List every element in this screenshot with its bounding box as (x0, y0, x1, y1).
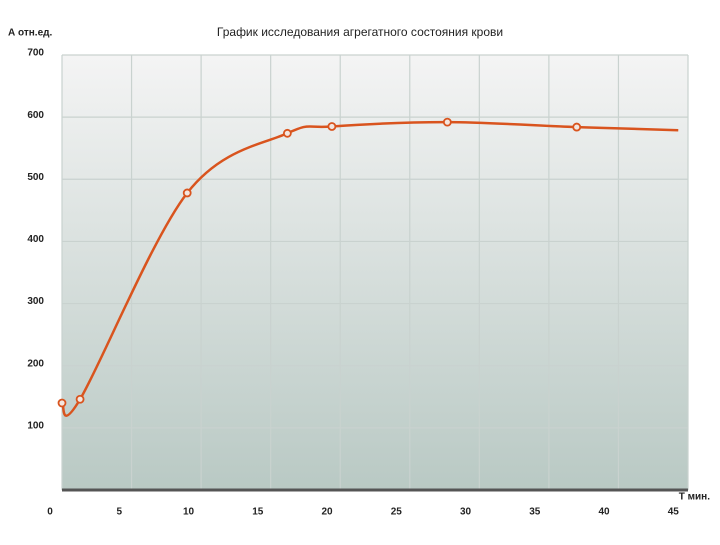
x-tick-label: 25 (391, 507, 403, 518)
data-point (442, 117, 452, 127)
x-tick-label: 45 (668, 507, 680, 518)
y-tick-label: 700 (27, 48, 44, 59)
x-tick-label: 30 (460, 507, 472, 518)
x-tick-label: 35 (529, 507, 541, 518)
chart-title: График исследования агрегатного состояни… (217, 25, 503, 39)
x-tick-label: 5 (116, 507, 122, 518)
data-point (327, 122, 337, 131)
x-tick-label: 15 (252, 507, 264, 518)
plot-area (62, 55, 688, 490)
y-tick-label: 200 (27, 358, 44, 369)
x-tick-label: 0 (47, 507, 53, 518)
data-line (60, 120, 679, 417)
data-point (282, 128, 292, 138)
x-tick-label: 10 (183, 507, 195, 518)
y-tick-label: 300 (27, 296, 44, 307)
y-tick-label: 500 (27, 172, 44, 183)
data-point (57, 398, 67, 408)
x-tick-label: 40 (598, 507, 610, 518)
data-point (75, 394, 85, 404)
x-axis-label: Т мин. (679, 492, 710, 503)
y-tick-label: 100 (27, 420, 44, 431)
y-tick-label: 600 (27, 110, 44, 121)
y-axis-label: А отн.ед. (8, 28, 52, 39)
y-tick-label: 400 (27, 234, 44, 245)
data-point (572, 122, 582, 132)
data-point (182, 188, 192, 198)
x-tick-label: 20 (321, 507, 333, 518)
